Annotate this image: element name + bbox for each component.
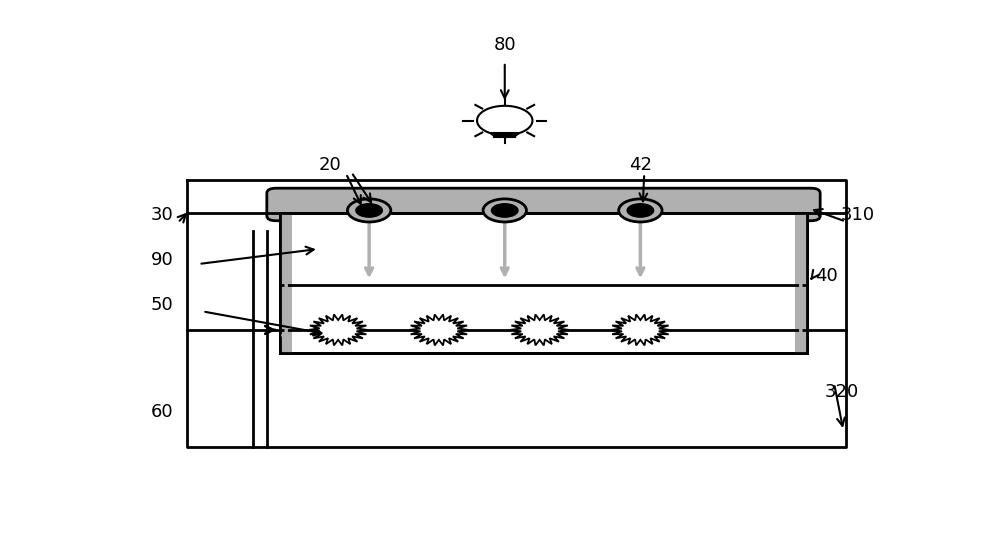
Circle shape [483, 199, 526, 222]
Text: 30: 30 [151, 205, 174, 224]
Text: 320: 320 [825, 383, 859, 401]
Ellipse shape [328, 324, 348, 337]
Circle shape [491, 203, 519, 218]
Circle shape [619, 199, 662, 222]
Text: 50: 50 [151, 296, 174, 314]
Polygon shape [477, 106, 532, 135]
Polygon shape [611, 315, 670, 346]
Text: 40: 40 [815, 268, 838, 285]
Circle shape [347, 199, 391, 222]
Ellipse shape [630, 324, 651, 337]
Polygon shape [491, 133, 519, 136]
Text: 42: 42 [629, 156, 652, 174]
Circle shape [355, 203, 383, 218]
Polygon shape [309, 315, 368, 346]
Text: 20: 20 [319, 156, 342, 174]
Ellipse shape [529, 324, 550, 337]
Text: 80: 80 [493, 36, 516, 55]
Ellipse shape [429, 324, 449, 337]
Bar [280, 212, 292, 353]
Circle shape [626, 203, 654, 218]
Bar [795, 212, 807, 353]
Text: 310: 310 [840, 205, 874, 224]
Polygon shape [409, 315, 468, 346]
FancyBboxPatch shape [267, 188, 820, 221]
Bar [280, 212, 807, 353]
Text: 90: 90 [151, 251, 174, 269]
Text: 60: 60 [151, 403, 174, 421]
Polygon shape [510, 315, 569, 346]
